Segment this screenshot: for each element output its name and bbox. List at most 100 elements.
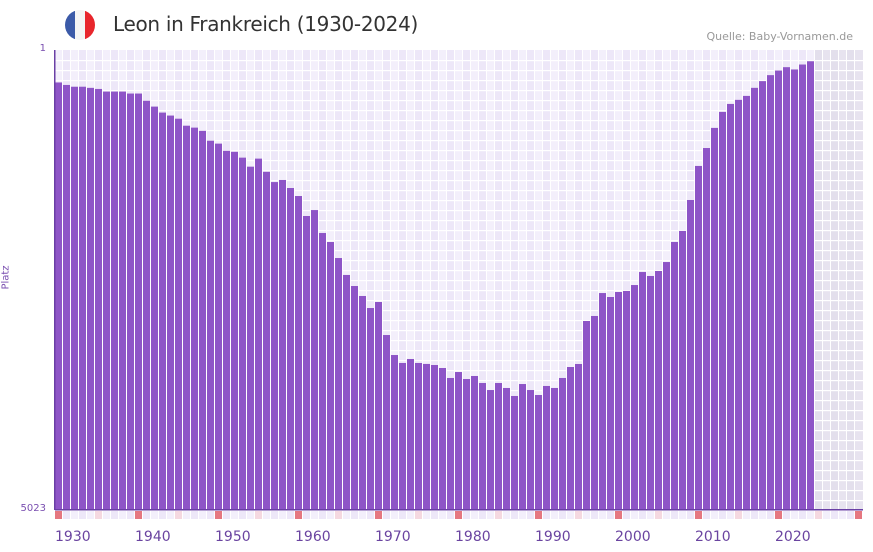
year-marker-1970 bbox=[375, 511, 382, 519]
grid-line bbox=[214, 50, 215, 510]
grid-line bbox=[142, 50, 143, 510]
year-marker-2024 bbox=[807, 511, 814, 519]
grid-line bbox=[638, 50, 639, 510]
year-marker-2029 bbox=[847, 511, 854, 519]
year-marker-1986 bbox=[503, 511, 510, 519]
y-tick-bottom: 5023 bbox=[20, 503, 46, 514]
grid-line bbox=[606, 50, 607, 510]
grid-line bbox=[246, 50, 247, 510]
bar-1941 bbox=[143, 100, 150, 510]
grid-line bbox=[382, 50, 383, 510]
grid-line bbox=[582, 50, 583, 510]
grid-line bbox=[55, 320, 863, 322]
year-marker-2018 bbox=[759, 511, 766, 519]
grid-line bbox=[55, 340, 863, 342]
grid-line bbox=[174, 50, 175, 510]
year-marker-1947 bbox=[191, 511, 198, 519]
y-tick-top: 1 bbox=[39, 43, 46, 54]
year-marker-1995 bbox=[575, 511, 582, 519]
grid-line bbox=[55, 60, 863, 62]
year-marker-2009 bbox=[687, 511, 694, 519]
bar-1958 bbox=[279, 179, 286, 510]
bar-2012 bbox=[711, 127, 718, 511]
grid-line bbox=[766, 50, 767, 510]
year-marker-1964 bbox=[327, 511, 334, 519]
grid-line bbox=[55, 290, 863, 292]
year-marker-2007 bbox=[671, 511, 678, 519]
grid-line bbox=[55, 250, 863, 252]
bar-2009 bbox=[687, 199, 694, 510]
year-marker-1997 bbox=[591, 511, 598, 519]
grid-line bbox=[678, 50, 679, 510]
year-marker-2001 bbox=[623, 511, 630, 519]
bar-1936 bbox=[103, 91, 110, 511]
bar-2023 bbox=[799, 64, 806, 510]
grid-line bbox=[254, 50, 255, 510]
bar-1979 bbox=[447, 377, 454, 510]
year-marker-1961 bbox=[303, 511, 310, 519]
bar-2001 bbox=[623, 290, 630, 510]
year-marker-1930 bbox=[55, 511, 62, 519]
x-tick-label: 2000 bbox=[615, 529, 651, 545]
grid-line bbox=[422, 50, 423, 510]
bar-1981 bbox=[463, 379, 470, 510]
grid-line bbox=[846, 50, 847, 510]
bar-1967 bbox=[351, 286, 358, 510]
bar-1945 bbox=[175, 118, 182, 511]
year-marker-1946 bbox=[183, 511, 190, 519]
grid-line bbox=[694, 50, 695, 510]
bar-2011 bbox=[703, 148, 710, 510]
bar-1931 bbox=[63, 84, 70, 510]
year-marker-1959 bbox=[287, 511, 294, 519]
grid-line bbox=[726, 50, 727, 510]
bar-1957 bbox=[271, 182, 278, 510]
grid-line bbox=[55, 170, 863, 172]
grid-line bbox=[134, 50, 135, 510]
grid-line bbox=[55, 110, 863, 112]
bar-2024 bbox=[807, 61, 814, 510]
bar-1956 bbox=[263, 171, 270, 510]
bar-1946 bbox=[183, 125, 190, 510]
grid-line bbox=[198, 50, 199, 510]
year-marker-2002 bbox=[631, 511, 638, 519]
grid-line bbox=[830, 50, 831, 510]
grid-line bbox=[94, 50, 95, 510]
france-flag-icon bbox=[65, 10, 95, 40]
bar-2015 bbox=[735, 99, 742, 510]
grid-line bbox=[478, 50, 479, 510]
year-marker-2016 bbox=[743, 511, 750, 519]
year-marker-1938 bbox=[119, 511, 126, 519]
bar-1977 bbox=[431, 365, 438, 510]
year-marker-1992 bbox=[551, 511, 558, 519]
grid-line bbox=[814, 50, 815, 510]
grid-line bbox=[630, 50, 631, 510]
year-marker-1933 bbox=[79, 511, 86, 519]
year-marker-1967 bbox=[351, 511, 358, 519]
grid-line bbox=[55, 350, 863, 352]
bar-1973 bbox=[399, 362, 406, 510]
year-marker-1988 bbox=[519, 511, 526, 519]
grid-line bbox=[55, 200, 863, 202]
grid-line bbox=[486, 50, 487, 510]
source-link[interactable]: Quelle: Baby-Vornamen.de bbox=[706, 30, 853, 43]
year-marker-2013 bbox=[719, 511, 726, 519]
x-tick-label: 2010 bbox=[695, 529, 731, 545]
year-marker-2022 bbox=[791, 511, 798, 519]
grid-line bbox=[294, 50, 295, 510]
year-marker-1991 bbox=[543, 511, 550, 519]
year-marker-1985 bbox=[495, 511, 502, 519]
year-marker-1984 bbox=[487, 511, 494, 519]
grid-line bbox=[326, 50, 327, 510]
bar-1959 bbox=[287, 188, 294, 510]
bar-1971 bbox=[383, 335, 390, 510]
grid-line bbox=[430, 50, 431, 510]
grid-line bbox=[270, 50, 271, 510]
grid-line bbox=[55, 220, 863, 222]
year-marker-2011 bbox=[703, 511, 710, 519]
bar-1996 bbox=[583, 320, 590, 510]
grid-line bbox=[55, 240, 863, 242]
grid-line bbox=[494, 50, 495, 510]
bar-1934 bbox=[87, 87, 94, 510]
grid-line bbox=[454, 50, 455, 510]
year-marker-1999 bbox=[607, 511, 614, 519]
